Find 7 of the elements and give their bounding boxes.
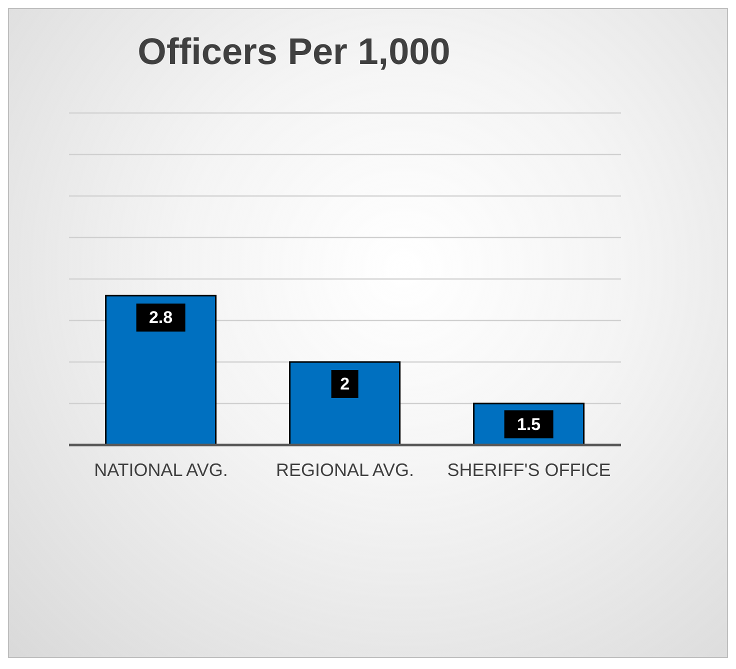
- data-label: 1.5: [516, 414, 541, 434]
- x-tick-label: NATIONAL AVG.: [94, 460, 228, 480]
- data-label: 2: [340, 374, 350, 394]
- x-tick-label: REGIONAL AVG.: [276, 460, 414, 480]
- data-label: 2.8: [148, 308, 173, 328]
- chart-title: Officers Per 1,000: [136, 31, 452, 73]
- x-tick-label: SHERIFF'S OFFICE: [447, 460, 611, 480]
